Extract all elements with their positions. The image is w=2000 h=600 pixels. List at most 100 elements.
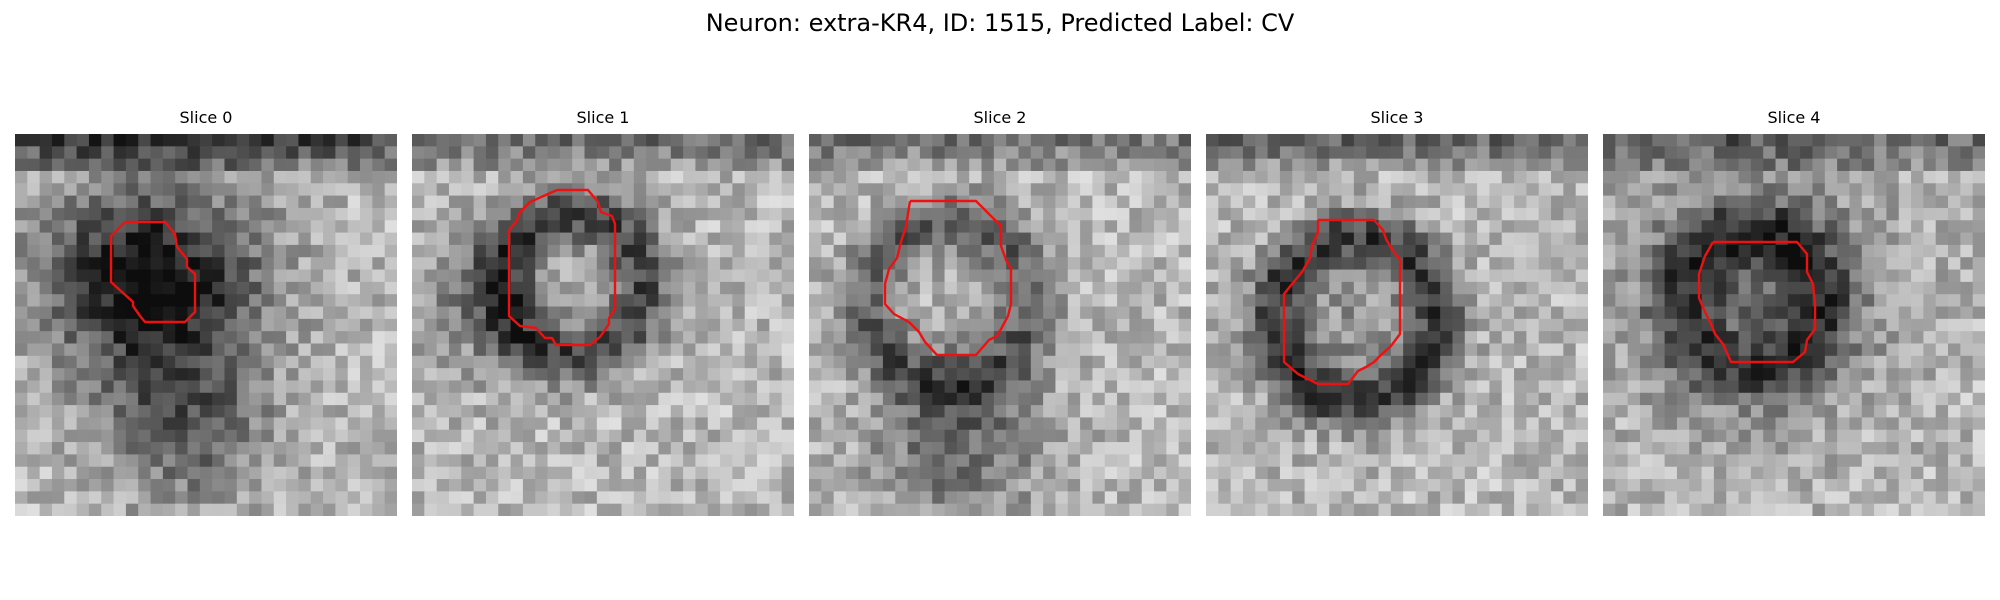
pixel <box>1117 244 1130 258</box>
pixel <box>1676 134 1690 147</box>
pixel <box>372 368 386 382</box>
pixel <box>757 269 770 283</box>
pixel <box>1366 405 1380 419</box>
pixel <box>1538 343 1552 357</box>
pixel <box>1080 170 1094 184</box>
pixel <box>1689 195 1703 209</box>
pixel <box>781 454 794 468</box>
pixel <box>993 170 1007 184</box>
pixel <box>498 207 512 221</box>
slice-title: Slice 2 <box>973 108 1027 127</box>
pixel <box>473 306 487 320</box>
pixel <box>1514 183 1527 197</box>
pixel <box>1415 355 1429 369</box>
pixel <box>1353 454 1367 468</box>
pixel <box>175 207 189 221</box>
pixel <box>944 479 958 492</box>
pixel <box>1018 355 1032 369</box>
pixel <box>1960 158 1974 172</box>
pixel <box>1006 232 1020 246</box>
pixel <box>150 466 164 480</box>
pixel <box>1898 429 1912 443</box>
pixel <box>1178 466 1191 480</box>
pixel <box>596 405 610 419</box>
pixel <box>15 220 28 234</box>
pixel <box>845 491 859 505</box>
pixel <box>1837 318 1851 332</box>
pixel <box>51 466 65 480</box>
pixel <box>1874 429 1888 443</box>
pixel <box>1837 134 1851 147</box>
pixel <box>150 257 164 271</box>
pixel <box>286 466 300 480</box>
pixel <box>707 355 721 369</box>
pixel <box>1206 281 1219 295</box>
pixel <box>1403 257 1417 271</box>
pixel <box>1104 442 1118 455</box>
pixel <box>1738 146 1752 160</box>
pixel <box>1575 183 1588 197</box>
pixel <box>436 479 450 492</box>
pixel <box>1861 183 1875 197</box>
pixel <box>1701 294 1715 308</box>
pixel <box>1627 294 1641 308</box>
pixel <box>1403 417 1417 431</box>
pixel <box>1701 183 1715 197</box>
pixel <box>249 355 263 369</box>
pixel <box>1787 318 1801 332</box>
pixel <box>1849 294 1863 308</box>
pixel <box>1652 417 1666 431</box>
pixel <box>744 392 758 406</box>
pixel <box>335 318 349 332</box>
pixel <box>845 244 859 258</box>
pixel <box>744 368 758 382</box>
pixel <box>559 343 573 357</box>
pixel <box>1664 269 1678 283</box>
pixel <box>658 269 672 283</box>
pixel <box>1886 281 1900 295</box>
pixel <box>347 158 361 172</box>
pixel <box>261 331 275 345</box>
pixel <box>412 368 425 382</box>
pixel <box>424 331 438 345</box>
pixel <box>101 503 115 516</box>
pixel <box>633 220 647 234</box>
pixel <box>769 392 783 406</box>
pixel <box>1603 134 1616 147</box>
pixel <box>1255 368 1269 382</box>
pixel <box>286 442 300 455</box>
pixel <box>596 183 610 197</box>
pixel <box>1092 195 1106 209</box>
pixel <box>15 503 28 516</box>
pixel <box>870 442 884 455</box>
pixel <box>1898 466 1912 480</box>
pixel <box>1849 429 1863 443</box>
pixel <box>1935 318 1949 332</box>
pixel <box>882 392 896 406</box>
pixel <box>1178 183 1191 197</box>
pixel <box>809 170 822 184</box>
pixel <box>535 503 549 516</box>
pixel <box>1366 479 1380 492</box>
pixel <box>1526 318 1540 332</box>
pixel <box>1403 294 1417 308</box>
pixel <box>323 294 336 308</box>
pixel <box>310 244 324 258</box>
pixel <box>744 281 758 295</box>
pixel <box>720 368 733 382</box>
pixel <box>1390 343 1404 357</box>
pixel <box>1689 343 1703 357</box>
pixel <box>1366 503 1380 516</box>
pixel <box>1154 146 1167 160</box>
pixel <box>1972 368 1985 382</box>
pixel <box>695 170 709 184</box>
pixel <box>1141 442 1155 455</box>
pixel <box>412 195 425 209</box>
pixel <box>1067 392 1081 406</box>
pixel <box>1477 405 1491 419</box>
pixel <box>1615 183 1629 197</box>
pixel <box>1775 331 1789 345</box>
pixel <box>821 355 835 369</box>
pixel <box>1972 466 1985 480</box>
pixel <box>1701 466 1715 480</box>
